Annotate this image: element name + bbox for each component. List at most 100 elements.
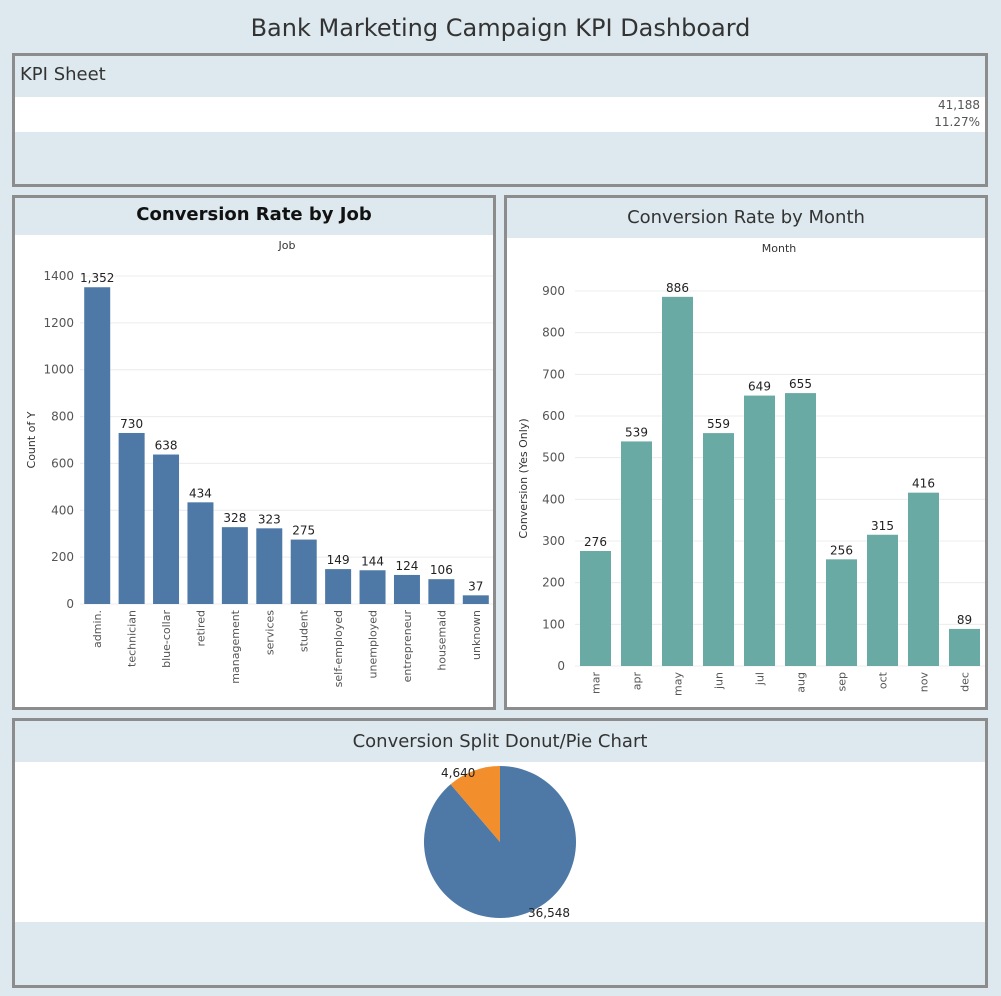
job-chart-panel: Conversion Rate by Job Job Count of Y 0 200… bbox=[12, 195, 496, 710]
data-label: 89 bbox=[957, 613, 972, 627]
y-tick-label: 600 bbox=[542, 409, 565, 423]
data-label: 323 bbox=[258, 512, 281, 526]
x-tick-label: admin. bbox=[91, 610, 104, 648]
y-tick-label: 0 bbox=[557, 659, 565, 673]
data-label: 37 bbox=[468, 579, 483, 593]
month-chart-panel: Conversion Rate by Month Month Conversion… bbox=[504, 195, 988, 710]
y-tick-label: 800 bbox=[542, 326, 565, 340]
x-tick-label: aug bbox=[795, 672, 808, 693]
bar-housemaid bbox=[428, 579, 455, 604]
data-label: 144 bbox=[361, 554, 384, 568]
bar-dec bbox=[949, 628, 980, 666]
x-tick-label: management bbox=[229, 609, 242, 683]
bar-retired bbox=[187, 502, 214, 604]
month-chart-area: Month Conversion (Yes Only) 0 100 200 300 400 5… bbox=[507, 238, 985, 707]
data-label: 638 bbox=[155, 439, 178, 453]
y-tick-label: 1400 bbox=[43, 269, 74, 283]
y-tick-label: 500 bbox=[542, 451, 565, 465]
bar-oct bbox=[867, 534, 898, 666]
y-tick-label: 700 bbox=[542, 367, 565, 381]
x-tick-label: dec bbox=[959, 672, 972, 692]
pie-label-1: 4,640 bbox=[441, 766, 475, 780]
pie-chart-area: 36,548 4,640 bbox=[15, 762, 985, 922]
x-tick-label: jul bbox=[754, 672, 767, 686]
y-tick-label: 0 bbox=[66, 597, 74, 611]
y-tick-label: 1000 bbox=[43, 363, 74, 377]
dashboard-title: Bank Marketing Campaign KPI Dashboard bbox=[250, 14, 751, 42]
pie-slice-1 bbox=[450, 766, 500, 842]
y-tick-label: 400 bbox=[51, 503, 74, 517]
data-label: 275 bbox=[292, 524, 315, 538]
data-label: 106 bbox=[430, 563, 453, 577]
bar-sep bbox=[826, 559, 857, 666]
x-tick-label: sep bbox=[836, 672, 849, 691]
kpi-values-row: 41,188 11.27% bbox=[15, 97, 985, 132]
bar-blue-collar bbox=[153, 454, 180, 604]
x-tick-label: services bbox=[263, 610, 276, 655]
pie-chart-panel: Conversion Split Donut/Pie Chart 36,548 4… bbox=[12, 718, 988, 988]
data-label: 328 bbox=[223, 511, 246, 525]
bar-entrepreneur bbox=[393, 574, 420, 604]
month-chart-title: Conversion Rate by Month bbox=[627, 207, 865, 228]
month-bar-chart: Month Conversion (Yes Only) 0 100 200 300 400 5… bbox=[517, 242, 985, 696]
y-tick-label: 900 bbox=[542, 284, 565, 298]
bar-jun bbox=[703, 433, 734, 666]
x-tick-label: jun bbox=[713, 672, 726, 690]
data-label: 276 bbox=[584, 535, 607, 549]
y-tick-label: 300 bbox=[542, 534, 565, 548]
y-tick-label: 1200 bbox=[43, 316, 74, 330]
x-tick-label: student bbox=[298, 609, 311, 652]
x-axis-header: Job bbox=[278, 239, 296, 252]
bar-jul bbox=[744, 395, 775, 666]
kpi-panel: KPI Sheet 41,188 11.27% bbox=[12, 53, 988, 187]
bar-apr bbox=[621, 441, 652, 666]
y-tick-label: 200 bbox=[51, 550, 74, 564]
job-chart-title: Conversion Rate by Job bbox=[136, 204, 372, 225]
bar-mar bbox=[580, 551, 611, 666]
x-axis-header: Month bbox=[762, 242, 797, 255]
data-label: 124 bbox=[396, 559, 419, 573]
bar-admin. bbox=[84, 287, 111, 604]
x-tick-label: self-employed bbox=[332, 610, 345, 687]
data-label: 559 bbox=[707, 417, 730, 431]
data-label: 649 bbox=[748, 380, 771, 394]
x-tick-label: apr bbox=[631, 672, 644, 691]
y-tick-label: 800 bbox=[51, 410, 74, 424]
bar-student bbox=[290, 539, 317, 604]
pie-chart: 36,548 4,640 bbox=[424, 766, 576, 920]
bar-unemployed bbox=[359, 570, 386, 604]
x-tick-label: unemployed bbox=[367, 610, 380, 678]
y-tick-label: 100 bbox=[542, 617, 565, 631]
bar-services bbox=[256, 528, 283, 604]
bar-aug bbox=[785, 393, 816, 666]
data-label: 1,352 bbox=[80, 271, 114, 285]
y-axis-label: Count of Y bbox=[25, 411, 38, 468]
x-tick-label: unknown bbox=[470, 610, 483, 660]
data-label: 434 bbox=[189, 486, 212, 500]
bar-nov bbox=[908, 492, 939, 666]
data-label: 416 bbox=[912, 477, 935, 491]
x-tick-label: entrepreneur bbox=[401, 610, 414, 683]
y-tick-label: 600 bbox=[51, 456, 74, 470]
x-tick-label: oct bbox=[877, 671, 890, 689]
bar-management bbox=[221, 527, 248, 604]
data-label: 256 bbox=[830, 543, 853, 557]
job-chart-area: Job Count of Y 0 200 400 600 800 1000 1200 1400 1,… bbox=[15, 235, 493, 707]
x-tick-label: nov bbox=[918, 672, 931, 693]
bar-technician bbox=[118, 432, 145, 604]
y-tick-label: 200 bbox=[542, 576, 565, 590]
pie-chart-title: Conversion Split Donut/Pie Chart bbox=[352, 731, 648, 752]
data-label: 655 bbox=[789, 377, 812, 391]
data-label: 886 bbox=[666, 281, 689, 295]
data-label: 315 bbox=[871, 519, 894, 533]
y-axis-label: Conversion (Yes Only) bbox=[517, 418, 530, 538]
bar-may bbox=[662, 296, 693, 666]
x-tick-label: technician bbox=[126, 610, 139, 667]
x-tick-label: blue-collar bbox=[160, 610, 173, 668]
x-tick-label: retired bbox=[194, 610, 207, 646]
kpi-total-records: 41,188 bbox=[938, 98, 980, 112]
data-label: 539 bbox=[625, 425, 648, 439]
kpi-conversion-rate: 11.27% bbox=[934, 115, 980, 129]
pie-label-0: 36,548 bbox=[528, 906, 570, 920]
x-tick-label: mar bbox=[590, 672, 603, 694]
